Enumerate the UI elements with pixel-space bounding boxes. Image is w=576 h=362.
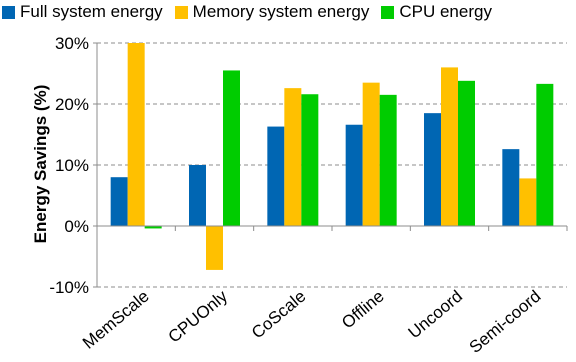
- legend-label-memory-system: Memory system energy: [192, 2, 370, 21]
- legend-swatch-cpu: [381, 5, 395, 19]
- legend-item-cpu: CPU energy: [381, 2, 492, 22]
- bar: [223, 70, 240, 226]
- y-tick-label: 20%: [55, 95, 89, 114]
- y-axis-label: Energy Savings (%): [31, 85, 50, 244]
- axes: [93, 42, 568, 288]
- x-tick-label: Semi-coord: [466, 287, 545, 357]
- x-tick-label: CPUOnly: [165, 286, 232, 346]
- legend-item-memory-system: Memory system energy: [174, 2, 370, 22]
- bar: [206, 226, 223, 270]
- y-tick-label: 30%: [55, 34, 89, 53]
- x-tick-label: CoScale: [248, 287, 309, 343]
- legend-item-full-system: Full system energy: [2, 2, 163, 22]
- bar: [127, 43, 145, 226]
- bar: [502, 149, 520, 226]
- y-tick-label: -10%: [49, 278, 89, 297]
- bar: [110, 177, 128, 226]
- legend-label-full-system: Full system energy: [20, 2, 163, 21]
- bar: [519, 178, 537, 226]
- bar: [424, 113, 441, 226]
- x-tick-label: Offline: [338, 287, 388, 333]
- legend-label-cpu: CPU energy: [399, 2, 492, 21]
- x-tick-label: MemScale: [79, 287, 153, 353]
- bar: [362, 82, 380, 227]
- bar: [189, 165, 206, 226]
- x-tick-labels: MemScale CPUOnly CoScale Offline Uncoord Semi…: [79, 286, 544, 357]
- y-tick-label: 10%: [55, 156, 89, 175]
- bar: [267, 126, 285, 226]
- y-tick-labels: -10% 0% 10% 20% 30%: [49, 34, 89, 297]
- bar: [345, 124, 363, 226]
- gridlines: [97, 42, 567, 288]
- x-tick-label: Uncoord: [405, 287, 466, 343]
- bar: [441, 67, 458, 227]
- legend-swatch-memory-system: [174, 5, 188, 19]
- y-tick-label: 0%: [64, 217, 89, 236]
- bar: [301, 94, 319, 227]
- bar: [458, 80, 475, 226]
- bar-marks: [110, 43, 554, 270]
- bar: [284, 88, 302, 226]
- bar: [379, 94, 397, 226]
- chart-legend: Full system energy Memory system energy …: [0, 2, 576, 22]
- bar: [536, 83, 554, 227]
- legend-swatch-full-system: [2, 5, 15, 19]
- bar: [144, 226, 162, 229]
